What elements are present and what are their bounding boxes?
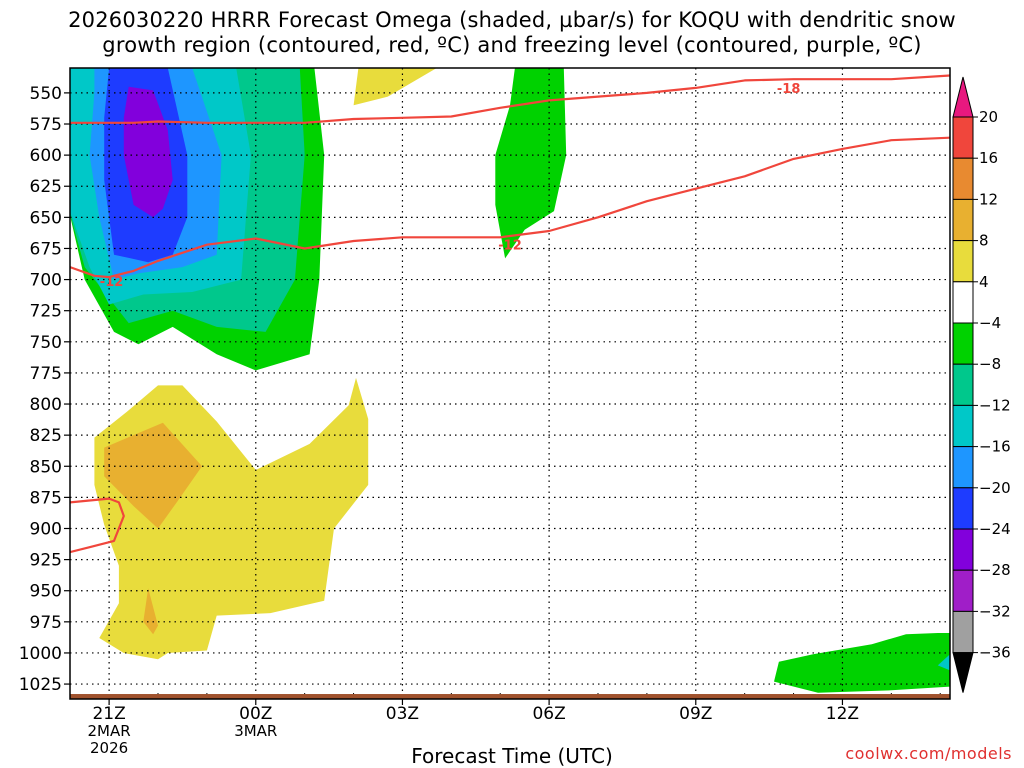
temperature-contour-label: -12 bbox=[100, 275, 124, 290]
y-tick-label: 600 bbox=[30, 146, 62, 166]
colorbar-bottom-arrow bbox=[952, 652, 974, 693]
omega-region-6 bbox=[495, 68, 567, 259]
x-axis-label: Forecast Time (UTC) bbox=[411, 744, 613, 768]
y-tick-label: 825 bbox=[30, 426, 62, 446]
temperature-contour-1 bbox=[70, 136, 950, 279]
colorbar-label: −20 bbox=[979, 479, 1011, 497]
y-tick-label: 900 bbox=[30, 519, 62, 539]
colorbar-segment bbox=[952, 157, 974, 200]
y-tick-label: 950 bbox=[30, 582, 62, 602]
colorbar-label: −32 bbox=[979, 602, 1011, 620]
y-tick-label: 750 bbox=[30, 333, 62, 353]
x-tick-label: 2MAR bbox=[88, 722, 131, 740]
chart-title-line2: growth region (contoured, red, ºC) and f… bbox=[102, 33, 922, 57]
chart-title-line1: 2026030220 HRRR Forecast Omega (shaded, … bbox=[68, 8, 956, 32]
colorbar-label: 12 bbox=[979, 190, 998, 208]
x-tick-label: 09Z bbox=[679, 704, 712, 724]
y-tick-label: 650 bbox=[30, 208, 62, 228]
x-tick-label: 00Z bbox=[239, 704, 272, 724]
colorbar-label: 20 bbox=[979, 108, 998, 126]
colorbar-segment bbox=[952, 240, 974, 283]
temperature-contour-3 bbox=[70, 497, 125, 554]
colorbar-segment bbox=[952, 322, 974, 365]
omega-region-10 bbox=[94, 377, 369, 660]
watermark-link[interactable]: coolwx.com/models bbox=[845, 744, 1012, 763]
x-tick-label: 21Z bbox=[92, 704, 125, 724]
omega-region-11 bbox=[104, 422, 202, 529]
colorbar-label: −4 bbox=[979, 314, 1001, 332]
y-tick-label: 675 bbox=[30, 239, 62, 259]
y-tick-label: 800 bbox=[30, 395, 62, 415]
temperature-contour-label: -12 bbox=[498, 239, 522, 254]
colorbar-top-arrow bbox=[952, 76, 974, 118]
colorbar-legend: 20 16 12 8 4 −4 −8 −12 −16 −20 −24 −28 −32 −36 bbox=[952, 76, 1011, 693]
omega-region-8 bbox=[937, 654, 950, 671]
colorbar-segment bbox=[952, 404, 974, 448]
y-tick-label: 850 bbox=[30, 457, 62, 477]
x-tick-label: 03Z bbox=[386, 704, 419, 724]
colorbar-segment bbox=[952, 487, 974, 530]
colorbar-label: −24 bbox=[979, 520, 1011, 538]
colorbar-label: −16 bbox=[979, 438, 1011, 456]
colorbar-segment bbox=[952, 569, 974, 612]
y-tick-label: 725 bbox=[30, 302, 62, 322]
colorbar-label: 4 bbox=[979, 273, 989, 291]
colorbar-segment bbox=[952, 116, 974, 159]
temperature-contour-0 bbox=[70, 74, 950, 124]
x-tick-label: 06Z bbox=[532, 704, 565, 724]
x-tick-label: 12Z bbox=[826, 704, 859, 724]
omega-region-7 bbox=[774, 633, 950, 693]
colorbar-segment bbox=[952, 363, 974, 406]
x-tick-label: 3MAR bbox=[234, 722, 277, 740]
y-tick-label: 925 bbox=[30, 551, 62, 571]
y-tick-label: 625 bbox=[30, 177, 62, 197]
temperature-contour-label: -18 bbox=[777, 82, 801, 97]
omega-region-12 bbox=[143, 588, 158, 635]
omega-region-9 bbox=[353, 68, 437, 106]
y-tick-label: 1000 bbox=[19, 644, 62, 664]
colorbar-segment bbox=[952, 528, 974, 571]
y-tick-label: 550 bbox=[30, 84, 62, 104]
colorbar-label: −8 bbox=[979, 355, 1001, 373]
y-tick-label: 875 bbox=[30, 488, 62, 508]
colorbar-segment bbox=[952, 281, 974, 324]
y-tick-label: 700 bbox=[30, 271, 62, 291]
colorbar-segment bbox=[952, 446, 974, 489]
colorbar-segment bbox=[952, 198, 974, 242]
colorbar-label: −12 bbox=[979, 396, 1011, 414]
colorbar-label: 16 bbox=[979, 149, 998, 167]
colorbar-segment bbox=[952, 610, 974, 654]
y-tick-label: 1025 bbox=[19, 675, 62, 695]
y-tick-label: 775 bbox=[30, 364, 62, 384]
colorbar-label: −28 bbox=[979, 561, 1011, 579]
colorbar-label: 8 bbox=[979, 232, 989, 250]
y-tick-label: 575 bbox=[30, 115, 62, 135]
omega-region-5 bbox=[123, 86, 173, 218]
plot-frame bbox=[69, 67, 951, 700]
ground-surface bbox=[70, 694, 950, 699]
x-tick-label: 2026 bbox=[90, 739, 128, 757]
colorbar-label: −36 bbox=[979, 644, 1011, 662]
y-tick-label: 975 bbox=[30, 613, 62, 633]
